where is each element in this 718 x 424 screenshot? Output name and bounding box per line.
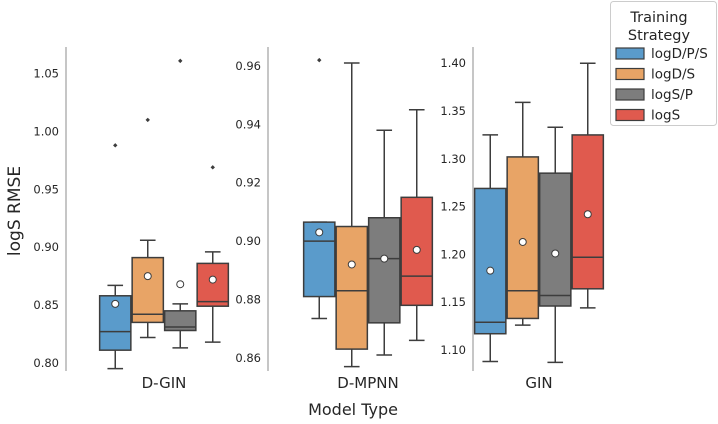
mean-marker [315, 228, 324, 237]
iqr-box [473, 187, 507, 335]
y-tick-label: 1.15 [440, 295, 466, 309]
y-tick-label: 0.86 [235, 351, 261, 365]
mean-marker [380, 254, 389, 263]
mean-marker [111, 299, 120, 308]
legend-swatch [615, 108, 645, 122]
iqr-box [367, 217, 401, 324]
mean-marker [486, 266, 495, 275]
legend-title: Training [629, 10, 687, 26]
outlier-point [317, 57, 322, 63]
y-tick-label: 1.35 [440, 104, 466, 118]
legend-swatch [615, 47, 645, 60]
box-logd-s [335, 62, 369, 368]
y-tick-label: 0.85 [33, 298, 59, 312]
y-tick-label: 1.20 [440, 247, 466, 261]
y-axis-label: logS RMSE [5, 166, 25, 256]
box-logd-p-s [473, 134, 507, 363]
legend-swatch [615, 67, 645, 81]
outlier-point [113, 143, 118, 148]
legend-entry: logD/S [651, 67, 695, 83]
outlier-point [178, 58, 183, 64]
x-axis-label: Model Type [308, 400, 398, 419]
iqr-box [163, 310, 197, 332]
y-tick-label: 0.95 [33, 182, 59, 196]
y-tick-label: 1.40 [440, 56, 466, 70]
box-logs [400, 109, 434, 342]
legend-entry: logD/P/S [651, 46, 708, 62]
y-tick-label: 1.05 [33, 67, 59, 81]
box-logs-p [538, 126, 572, 364]
iqr-box [538, 172, 572, 307]
y-tick-label: 0.92 [235, 176, 261, 190]
mean-marker [583, 210, 592, 219]
y-tick-label: 0.88 [235, 292, 261, 306]
panel-label: GIN [525, 374, 552, 392]
y-tick-label: 1.25 [440, 200, 466, 214]
box-logs [571, 62, 605, 309]
panel-d-mpnn: 0.86 0.88 0.90 0.92 0.94 0.96 D-MPNN [235, 47, 434, 392]
panels-layer: 0.80 0.85 0.90 0.95 1.00 1.05 D-GIN 0.86 0.88 0.9… [33, 47, 605, 392]
iqr-box [335, 225, 369, 350]
mean-marker [518, 237, 527, 246]
mean-marker [551, 249, 560, 258]
y-tick-label: 0.80 [33, 356, 59, 370]
panel-gin: 1.10 1.15 1.20 1.25 1.30 1.35 1.40 GIN [440, 47, 605, 392]
y-tick-label: 1.10 [440, 343, 466, 357]
panel-d-gin: 0.80 0.85 0.90 0.95 1.00 1.05 D-GIN [33, 47, 230, 392]
panel-label: D-MPNN [337, 374, 398, 392]
outlier-point [145, 117, 150, 123]
y-tick-label: 1.00 [33, 124, 59, 138]
box-logs-p [367, 129, 401, 356]
box-logd-s [506, 101, 540, 326]
legend-title: Strategy [628, 28, 691, 44]
box-logd-s [131, 117, 165, 339]
y-tick-label: 0.96 [235, 59, 261, 73]
y-tick-label: 0.90 [235, 234, 261, 248]
legend: Training Strategy logD/P/S logD/S logS/P logS [610, 1, 717, 126]
box-logs-p [163, 58, 197, 349]
box-logd-p-s [302, 57, 336, 320]
legend-swatch [615, 88, 645, 101]
mean-marker [412, 245, 421, 254]
mean-marker [143, 272, 152, 281]
y-tick-label: 1.30 [440, 152, 466, 166]
box-logd-p-s [98, 143, 132, 370]
y-tick-label: 0.90 [33, 240, 59, 254]
panel-label: D-GIN [142, 374, 187, 392]
mean-marker [176, 280, 185, 289]
mean-marker [208, 275, 217, 284]
iqr-box [196, 262, 230, 307]
mean-marker [347, 260, 356, 269]
box-logs [196, 165, 230, 343]
outlier-point [210, 165, 215, 170]
legend-entry: logS/P [651, 87, 693, 103]
iqr-box [506, 156, 540, 320]
legend-entry: logS [651, 108, 680, 124]
y-tick-label: 0.94 [235, 117, 261, 131]
iqr-box [131, 256, 165, 324]
